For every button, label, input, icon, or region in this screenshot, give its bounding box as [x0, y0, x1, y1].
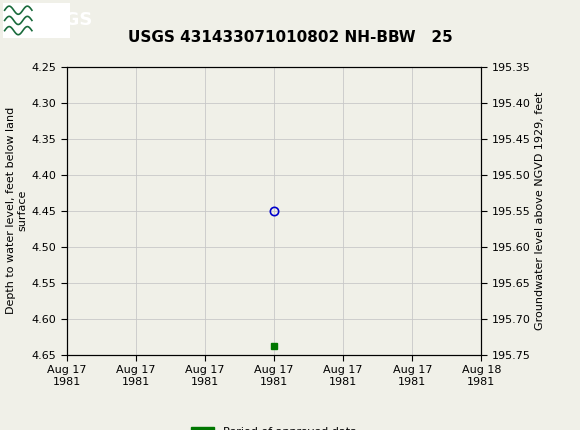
- Legend: Period of approved data: Period of approved data: [187, 422, 361, 430]
- Y-axis label: Depth to water level, feet below land
surface: Depth to water level, feet below land su…: [6, 107, 27, 314]
- Bar: [3, 3, 70, 37]
- Y-axis label: Groundwater level above NGVD 1929, feet: Groundwater level above NGVD 1929, feet: [535, 92, 545, 330]
- Text: USGS: USGS: [38, 12, 93, 29]
- Text: USGS 431433071010802 NH-BBW   25: USGS 431433071010802 NH-BBW 25: [128, 30, 452, 45]
